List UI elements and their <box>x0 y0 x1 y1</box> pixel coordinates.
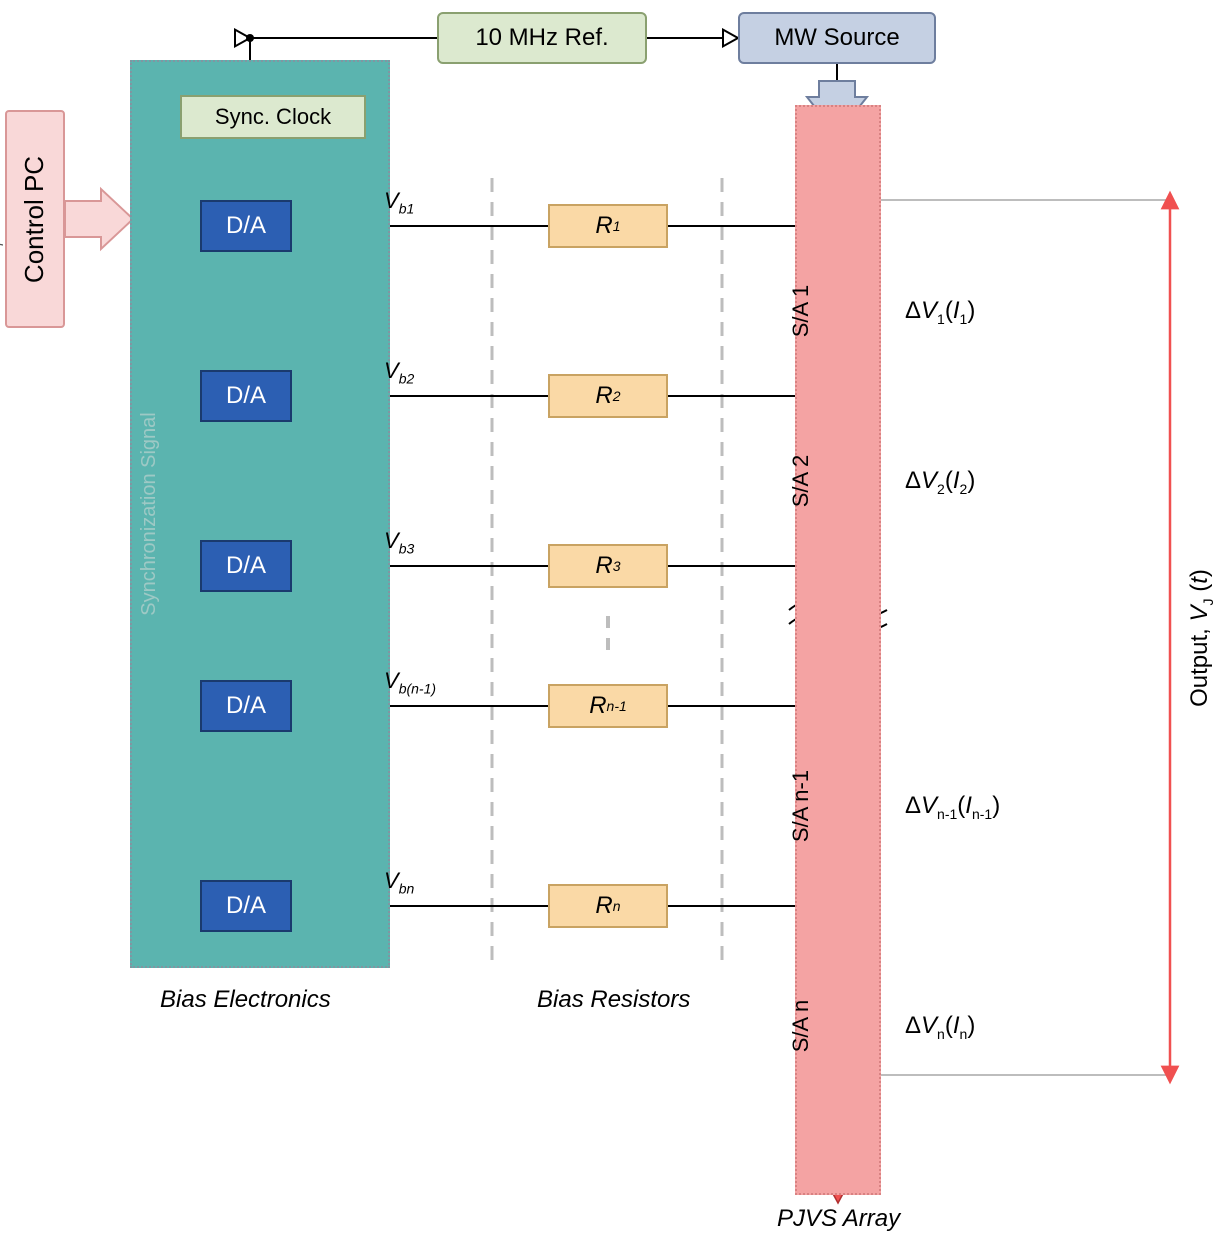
delta-v-label: ΔVn-1(In-1) <box>905 792 1000 822</box>
control-pc-box: Control PC <box>5 110 65 328</box>
output-label: Output, VJ (t) <box>1186 569 1216 707</box>
dac-box: D/A <box>200 880 292 932</box>
ref-clock-box: 10 MHz Ref. <box>437 12 647 64</box>
sync-clock-box: Sync. Clock <box>180 95 366 139</box>
delta-v-label: ΔV1(I1) <box>905 297 975 327</box>
resistor-box: R1 <box>548 204 668 248</box>
bias-electronics-panel <box>130 60 390 968</box>
sa-label: S/A n-1 <box>788 770 814 842</box>
sa-label: S/A 1 <box>788 285 814 338</box>
resistor-box: Rn <box>548 884 668 928</box>
vb-label: Vb1 <box>384 188 414 216</box>
delta-v-label: ΔVn(In) <box>905 1012 975 1042</box>
sa-label: S/A n <box>788 999 814 1052</box>
vb-label: Vb3 <box>384 528 414 556</box>
vb-label: Vb2 <box>384 358 414 386</box>
resistor-box: Rn-1 <box>548 684 668 728</box>
via-optical-label: Via. Optical Interface <box>0 154 3 284</box>
sync-signal-label: Synchronization Signal <box>138 412 161 615</box>
dac-box: D/A <box>200 370 292 422</box>
bias-electronics-label: Bias Electronics <box>160 986 331 1014</box>
dac-box: D/A <box>200 540 292 592</box>
pjvs-array-label: PJVS Array <box>777 1205 900 1233</box>
dac-box: D/A <box>200 200 292 252</box>
sa-label: S/A 2 <box>788 455 814 508</box>
delta-v-label: ΔV2(I2) <box>905 467 975 497</box>
resistor-box: R2 <box>548 374 668 418</box>
dac-box: D/A <box>200 680 292 732</box>
mw-source-box: MW Source <box>738 12 936 64</box>
resistor-box: R3 <box>548 544 668 588</box>
vb-label: Vbn <box>384 868 414 896</box>
vb-label: Vb(n-1) <box>384 668 436 696</box>
bias-resistors-label: Bias Resistors <box>537 986 690 1014</box>
